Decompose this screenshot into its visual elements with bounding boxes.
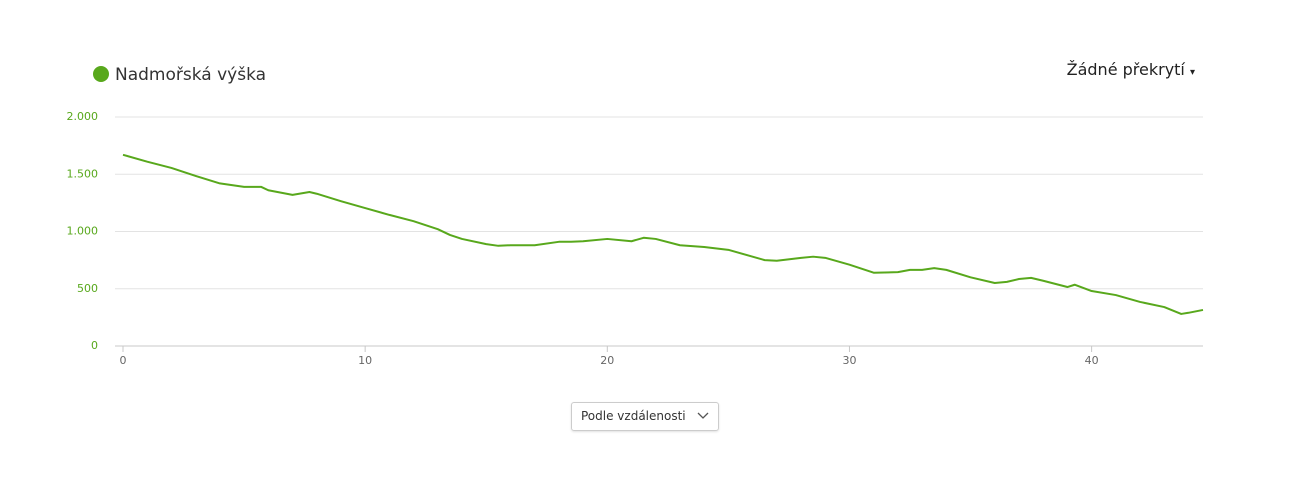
x-tick-label: 40 [1085,354,1099,367]
overlay-menu[interactable]: Žádné překrytí ▾ [1067,60,1195,79]
x-tick-label: 0 [120,354,127,367]
y-tick-label: 2.000 [67,110,99,123]
y-tick-label: 1.500 [67,167,99,180]
x-tick-label: 30 [842,354,856,367]
select-label: Podle vzdálenosti [581,409,686,423]
y-tick-label: 0 [91,339,98,352]
legend-marker [93,66,109,82]
elevation-line [122,153,1204,315]
dropdown-arrow: ▾ [1189,67,1195,78]
x-tick-label: 10 [358,354,372,367]
y-tick-label: 1.000 [67,225,99,238]
x-tick-label: 20 [600,354,614,367]
y-tick-label: 500 [77,282,98,295]
chevron [697,412,709,419]
sort-select[interactable]: Podle vzdálenosti [571,402,719,431]
legend-label: Nadmořská výška [115,65,266,85]
overlay-label: Žádné překrytí [1066,60,1185,79]
